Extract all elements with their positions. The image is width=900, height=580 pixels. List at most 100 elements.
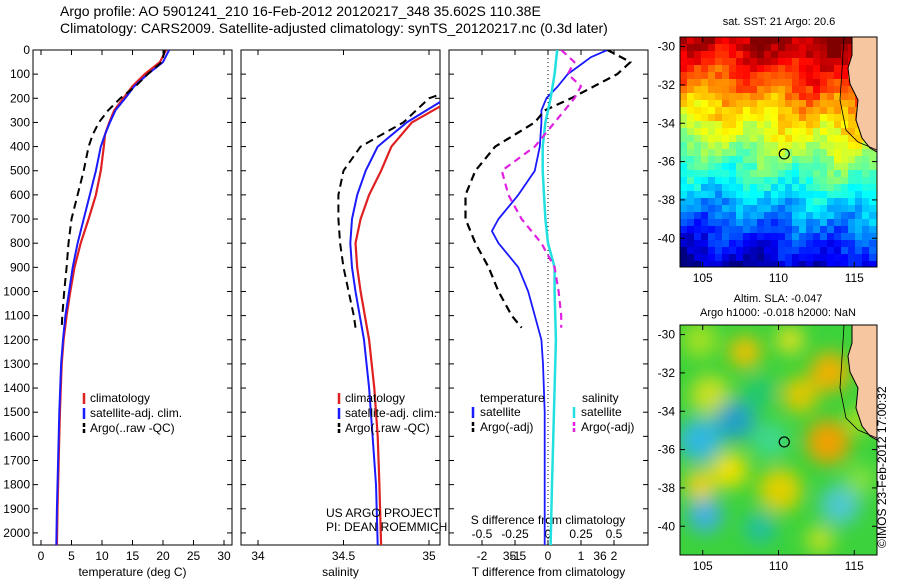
sst-cell [687, 254, 694, 261]
sst-cell [694, 135, 701, 142]
sst-cell [750, 65, 757, 72]
sst-cell [806, 226, 813, 233]
sst-cell [736, 114, 743, 121]
sst-cell [764, 261, 771, 267]
sst-cell [869, 205, 876, 212]
sst-cell [834, 93, 841, 100]
sst-cell [701, 163, 708, 170]
x-tick-label: -1 [510, 549, 521, 563]
sst-cell [827, 247, 834, 254]
sst-cell [827, 44, 834, 51]
sst-cell [862, 219, 869, 226]
project-label: US ARGO PROJECT [326, 506, 441, 520]
sst-cell [736, 261, 743, 267]
sst-cell [701, 198, 708, 205]
sst-cell [820, 191, 827, 198]
sst-cell [848, 142, 855, 149]
sst-cell [750, 212, 757, 219]
sst-cell [757, 219, 764, 226]
sst-cell [848, 233, 855, 240]
sst-cell [778, 261, 785, 267]
sst-cell [862, 177, 869, 184]
sst-cell [764, 247, 771, 254]
sst-cell [771, 107, 778, 114]
sst-cell [848, 86, 855, 93]
sst-cell [687, 79, 694, 86]
sst-cell [750, 247, 757, 254]
sla-blob [712, 452, 748, 488]
sst-cell [813, 135, 820, 142]
sst-cell [680, 72, 687, 79]
sst-cell [785, 86, 792, 93]
sst-cell [771, 226, 778, 233]
sst-cell [771, 177, 778, 184]
sst-cell [841, 233, 848, 240]
sst-cell [680, 121, 687, 128]
sst-cell [806, 128, 813, 135]
sst-cell [729, 58, 736, 65]
legend-label: Argo(..raw -QC) [90, 421, 175, 435]
sst-cell [715, 254, 722, 261]
sst-cell [694, 205, 701, 212]
y-tick-label: 1800 [3, 478, 30, 492]
sst-cell [687, 219, 694, 226]
sst-cell [736, 177, 743, 184]
sst-cell [806, 86, 813, 93]
x-tick-label: 36 [593, 549, 607, 563]
x-tick-label: 34 [251, 549, 265, 563]
sst-cell [862, 184, 869, 191]
sst-cell [862, 254, 869, 261]
sst-cell [806, 170, 813, 177]
sst-cell [750, 51, 757, 58]
sst-cell [757, 191, 764, 198]
sst-cell [799, 142, 806, 149]
sst-cell [736, 142, 743, 149]
legend-label: climatology [90, 391, 150, 405]
sst-cell [785, 233, 792, 240]
sst-cell [834, 212, 841, 219]
sst-cell [841, 163, 848, 170]
sst-cell [750, 93, 757, 100]
sst-cell [750, 128, 757, 135]
sst-cell [743, 65, 750, 72]
sst-cell [757, 135, 764, 142]
sst-cell [841, 205, 848, 212]
sst-cell [841, 149, 848, 156]
sst-cell [701, 184, 708, 191]
sst-cell [701, 177, 708, 184]
sst-cell [820, 100, 827, 107]
sla-blob [687, 497, 723, 533]
sst-cell [764, 142, 771, 149]
sst-cell [841, 135, 848, 142]
sst-cell [722, 58, 729, 65]
sst-cell [708, 170, 715, 177]
sst-cell [855, 128, 862, 135]
sst-cell [862, 198, 869, 205]
sst-cell [757, 149, 764, 156]
sst-cell [799, 254, 806, 261]
sst-cell [743, 72, 750, 79]
sst-cell [750, 121, 757, 128]
sla-blob [744, 376, 776, 408]
sst-cell [820, 240, 827, 247]
sst-cell [806, 37, 813, 44]
sst-cell [694, 86, 701, 93]
sst-cell [806, 107, 813, 114]
sst-cell [813, 72, 820, 79]
sst-cell [750, 240, 757, 247]
sst-cell [701, 205, 708, 212]
sst-cell [736, 121, 743, 128]
sst-cell [848, 198, 855, 205]
sst-cell [820, 44, 827, 51]
sst-cell [722, 212, 729, 219]
sst-cell [841, 198, 848, 205]
sst-cell [834, 219, 841, 226]
sst-cell [729, 198, 736, 205]
sst-cell [841, 142, 848, 149]
sst-cell [764, 86, 771, 93]
sst-cell [806, 121, 813, 128]
sst-cell [729, 37, 736, 44]
sst-cell [715, 86, 722, 93]
sst-cell [743, 212, 750, 219]
